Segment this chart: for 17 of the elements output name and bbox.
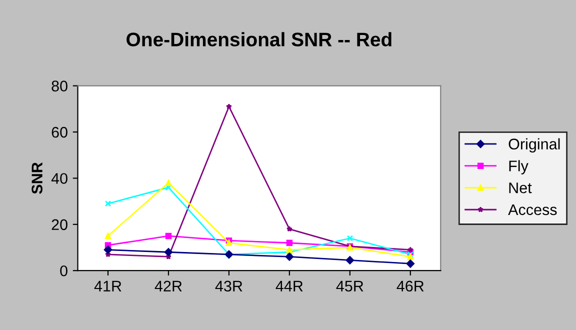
x-tick-label: 45R (336, 280, 364, 292)
legend-label: Net (509, 182, 532, 194)
x-tick-label: 42R (154, 280, 182, 292)
y-tick-label: 0 (60, 265, 68, 276)
y-tick-label: 60 (52, 126, 68, 138)
legend-label: Original (508, 138, 560, 152)
y-tick-label: 20 (52, 219, 68, 230)
x-tick-label: 44R (276, 280, 303, 292)
y-tick-label: 40 (51, 173, 68, 184)
legend-label: Access (508, 204, 557, 216)
x-tick-label: 41R (94, 280, 122, 292)
y-axis-title: SNR (32, 162, 42, 194)
legend-label: Fly (509, 160, 528, 174)
y-tick-label: 80 (52, 80, 68, 92)
x-tick-label: 43R (215, 280, 242, 292)
x-tick-label: 46R (396, 280, 424, 292)
chart-title: One-Dimensional SNR -- Red (126, 32, 392, 46)
